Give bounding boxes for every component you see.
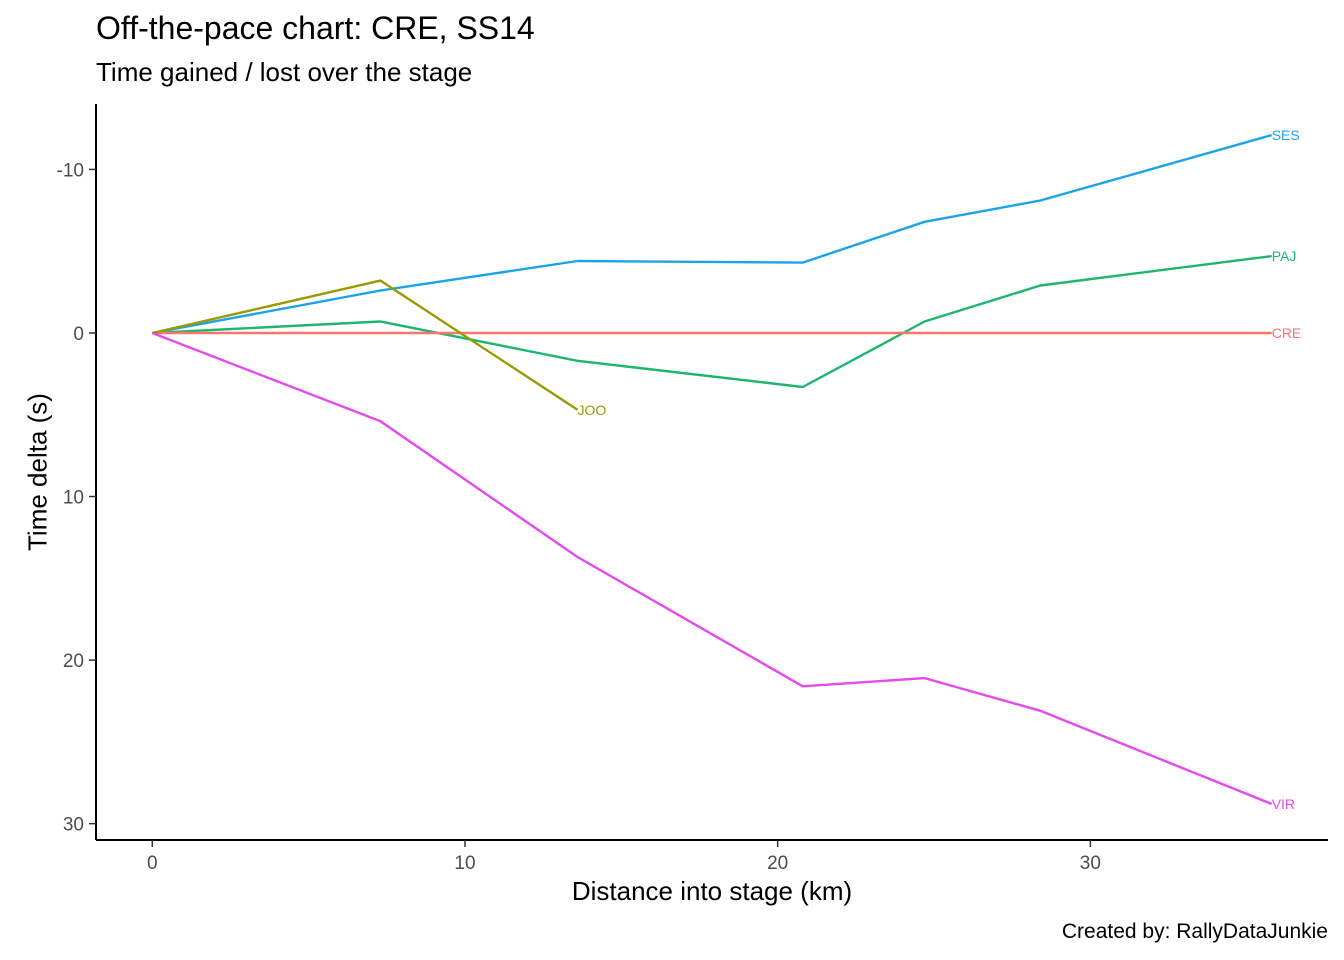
series-line-paj (152, 254, 1272, 389)
x-tick-label: 20 (767, 853, 788, 874)
chart-title: Off-the-pace chart: CRE, SS14 (96, 10, 535, 46)
series-label-joo: JOO (578, 402, 607, 418)
y-tick-label: 10 (63, 488, 84, 509)
chart-subtitle: Time gained / lost over the stage (96, 57, 473, 87)
series-line-ses (152, 133, 1273, 335)
series-label-cre: CRE (1272, 325, 1302, 341)
x-axis-title: Distance into stage (km) (571, 876, 853, 906)
y-tick-label: 0 (73, 324, 84, 345)
x-tick-label: 10 (454, 853, 475, 874)
series-line-vir (151, 331, 1273, 806)
y-tick-label: 30 (63, 815, 84, 836)
x-tick-label: 30 (1080, 853, 1101, 874)
series-label-vir: VIR (1272, 796, 1295, 812)
y-tick-label: 20 (63, 651, 84, 672)
y-axis-title: Time delta (s) (22, 393, 53, 551)
chart-caption: Created by: RallyDataJunkie (1061, 920, 1328, 943)
x-tick-label: 0 (147, 853, 158, 874)
series-label-ses: SES (1272, 127, 1300, 143)
y-tick-label: -10 (57, 160, 84, 181)
series-line-joo (152, 279, 579, 411)
series-label-paj: PAJ (1272, 248, 1297, 264)
